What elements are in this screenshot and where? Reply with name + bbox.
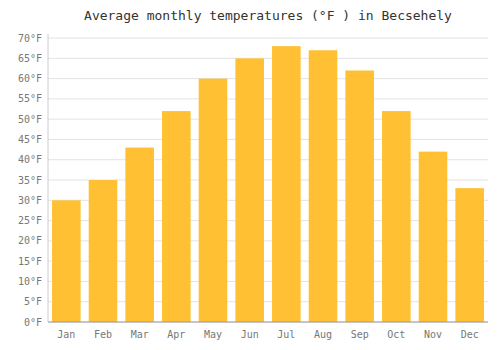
x-tick-label: Jul [277, 329, 295, 340]
y-tick-label: 65°F [18, 53, 42, 64]
y-tick-label: 55°F [18, 93, 42, 104]
y-tick-label: 0°F [24, 317, 42, 328]
bar [199, 79, 228, 322]
bar [162, 111, 191, 322]
y-tick-label: 40°F [18, 154, 42, 165]
y-grid [48, 38, 488, 322]
x-tick-labels: Jan Feb Mar Apr May Jun Jul Aug Sep Oct Nov Dec [57, 329, 478, 340]
x-tick-label: Jun [241, 329, 259, 340]
y-tick-label: 10°F [18, 276, 42, 287]
grid-line [48, 58, 488, 59]
x-tick-label: May [204, 329, 222, 340]
y-tick-label: 5°F [24, 296, 42, 307]
y-tick-label: 60°F [18, 73, 42, 84]
x-tick-label: Feb [94, 329, 112, 340]
y-tick-label: 45°F [18, 134, 42, 145]
bar [455, 188, 484, 322]
y-tick-label: 30°F [18, 195, 42, 206]
x-axis-line [48, 322, 488, 323]
x-tick-label: Sep [351, 329, 369, 340]
grid-line [48, 98, 488, 99]
y-tick-label: 70°F [18, 33, 42, 44]
bars [52, 46, 484, 322]
y-tick-label: 25°F [18, 215, 42, 226]
bar [272, 46, 301, 322]
grid-line [48, 38, 488, 39]
x-tick-label: Mar [131, 329, 149, 340]
y-tick-label: 50°F [18, 114, 42, 125]
chart-svg: Average monthly temperatures (°F ) in Be… [0, 0, 500, 350]
x-tick-label: Aug [314, 329, 332, 340]
bar [382, 111, 411, 322]
chart-container: Average monthly temperatures (°F ) in Be… [0, 0, 500, 350]
bar [235, 58, 264, 322]
x-tick-label: Nov [424, 329, 442, 340]
grid-line [48, 78, 488, 79]
bar [89, 180, 118, 322]
bar [345, 71, 374, 322]
y-tick-labels: 0°F 5°F 10°F 15°F 20°F 25°F 30°F 35°F 40°F 45°F 50… [18, 33, 42, 328]
x-tick-label: Jan [57, 329, 75, 340]
y-tick-label: 35°F [18, 175, 42, 186]
chart-title: Average monthly temperatures (°F ) in Be… [84, 8, 452, 23]
y-axis-line [48, 34, 49, 322]
y-tick-label: 20°F [18, 235, 42, 246]
grid-line [48, 139, 488, 140]
bar [125, 148, 154, 322]
bar [52, 200, 81, 322]
x-tick-label: Oct [387, 329, 405, 340]
bar [419, 152, 448, 322]
y-tick-label: 15°F [18, 256, 42, 267]
grid-line [48, 119, 488, 120]
x-tick-label: Apr [167, 329, 185, 340]
grid-line [48, 322, 488, 323]
x-tick-label: Dec [461, 329, 479, 340]
bar [309, 50, 338, 322]
